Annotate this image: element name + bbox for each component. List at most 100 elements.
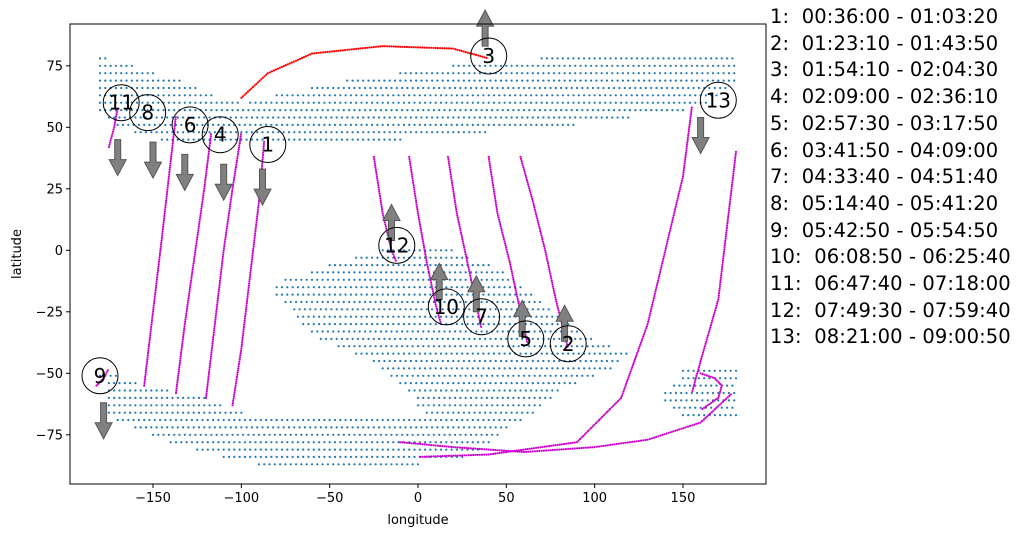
coverage-point	[425, 116, 428, 119]
coverage-point	[734, 369, 738, 372]
track-label-3: 3	[470, 37, 508, 75]
track-point	[666, 240, 669, 243]
coverage-point	[399, 79, 402, 82]
coverage-point	[376, 264, 379, 267]
coverage-point	[277, 426, 280, 429]
track-point	[219, 275, 222, 278]
track-point	[488, 164, 492, 167]
coverage-point	[330, 308, 333, 311]
coverage-point	[690, 72, 693, 75]
coverage-point	[323, 293, 326, 296]
coverage-point	[485, 271, 488, 274]
coverage-point	[452, 359, 455, 363]
coverage-point	[397, 94, 400, 97]
coverage-point	[466, 441, 469, 444]
coverage-point	[196, 441, 199, 444]
coverage-point	[480, 271, 483, 274]
track-point	[549, 274, 552, 278]
coverage-point	[554, 374, 557, 377]
coverage-point	[392, 323, 395, 326]
track-point	[399, 45, 402, 48]
coverage-point	[701, 72, 704, 75]
track-point	[379, 45, 382, 48]
coverage-point	[591, 345, 595, 348]
track-point	[449, 171, 452, 174]
coverage-point	[409, 79, 412, 82]
coverage-point	[160, 138, 163, 141]
track-point	[222, 249, 225, 252]
track-point	[648, 314, 651, 317]
coverage-point	[390, 86, 393, 90]
coverage-point	[413, 286, 416, 289]
coverage-point	[461, 441, 464, 444]
coverage-point	[129, 411, 132, 414]
coverage-point	[685, 64, 688, 67]
track-point	[717, 296, 720, 299]
coverage-point	[114, 374, 117, 377]
coverage-point	[482, 323, 485, 326]
coverage-point	[397, 352, 400, 355]
coverage-point	[505, 79, 508, 82]
track-point	[378, 194, 382, 198]
track-point	[462, 244, 465, 247]
track-point	[413, 188, 416, 191]
coverage-point	[574, 72, 577, 75]
y-tick-label: 50	[46, 121, 63, 136]
coverage-point	[155, 396, 158, 399]
coverage-point	[263, 433, 266, 436]
coverage-point	[717, 72, 720, 75]
track-point	[143, 384, 146, 387]
track-point	[409, 166, 412, 169]
coverage-point	[231, 433, 234, 436]
track-point	[288, 62, 291, 65]
coverage-point	[487, 123, 490, 126]
coverage-point	[166, 426, 169, 429]
coverage-point	[696, 79, 699, 82]
coverage-point	[491, 396, 494, 399]
track-point	[188, 288, 191, 291]
track-point	[308, 53, 312, 56]
coverage-point	[363, 278, 367, 281]
coverage-point	[157, 79, 160, 82]
coverage-point	[381, 352, 384, 355]
track-point	[466, 261, 469, 264]
coverage-point	[662, 101, 665, 104]
track-point	[552, 289, 556, 293]
track-point	[185, 312, 188, 315]
coverage-point	[326, 330, 329, 333]
track-point	[684, 151, 688, 154]
coverage-point	[538, 300, 542, 304]
coverage-point	[397, 323, 400, 326]
coverage-point	[312, 448, 315, 451]
coverage-point	[628, 109, 632, 112]
track-point	[151, 317, 154, 320]
coverage-point	[362, 131, 365, 134]
coverage-point	[342, 433, 345, 436]
coverage-point	[475, 330, 478, 333]
track-point	[719, 283, 722, 286]
track-point	[216, 303, 219, 306]
coverage-point	[229, 131, 232, 134]
coverage-point	[406, 463, 409, 466]
coverage-point	[360, 123, 363, 126]
coverage-point	[312, 293, 315, 296]
track-point	[174, 118, 177, 121]
track-label-text: 3	[482, 44, 495, 68]
coverage-point	[408, 389, 411, 392]
track-point	[388, 45, 391, 48]
y-tick-label: −25	[36, 305, 63, 320]
coverage-point	[593, 57, 596, 60]
coverage-point	[408, 123, 411, 126]
track-point	[548, 268, 551, 271]
coverage-point	[706, 399, 709, 402]
coverage-point	[291, 123, 294, 126]
coverage-point	[353, 433, 356, 436]
coverage-point	[416, 300, 420, 304]
coverage-point	[558, 64, 561, 67]
track-point	[146, 360, 149, 363]
coverage-point	[397, 441, 400, 444]
track-point	[650, 307, 653, 310]
coverage-point	[298, 426, 301, 429]
track-point	[108, 141, 112, 144]
coverage-point	[515, 116, 519, 119]
